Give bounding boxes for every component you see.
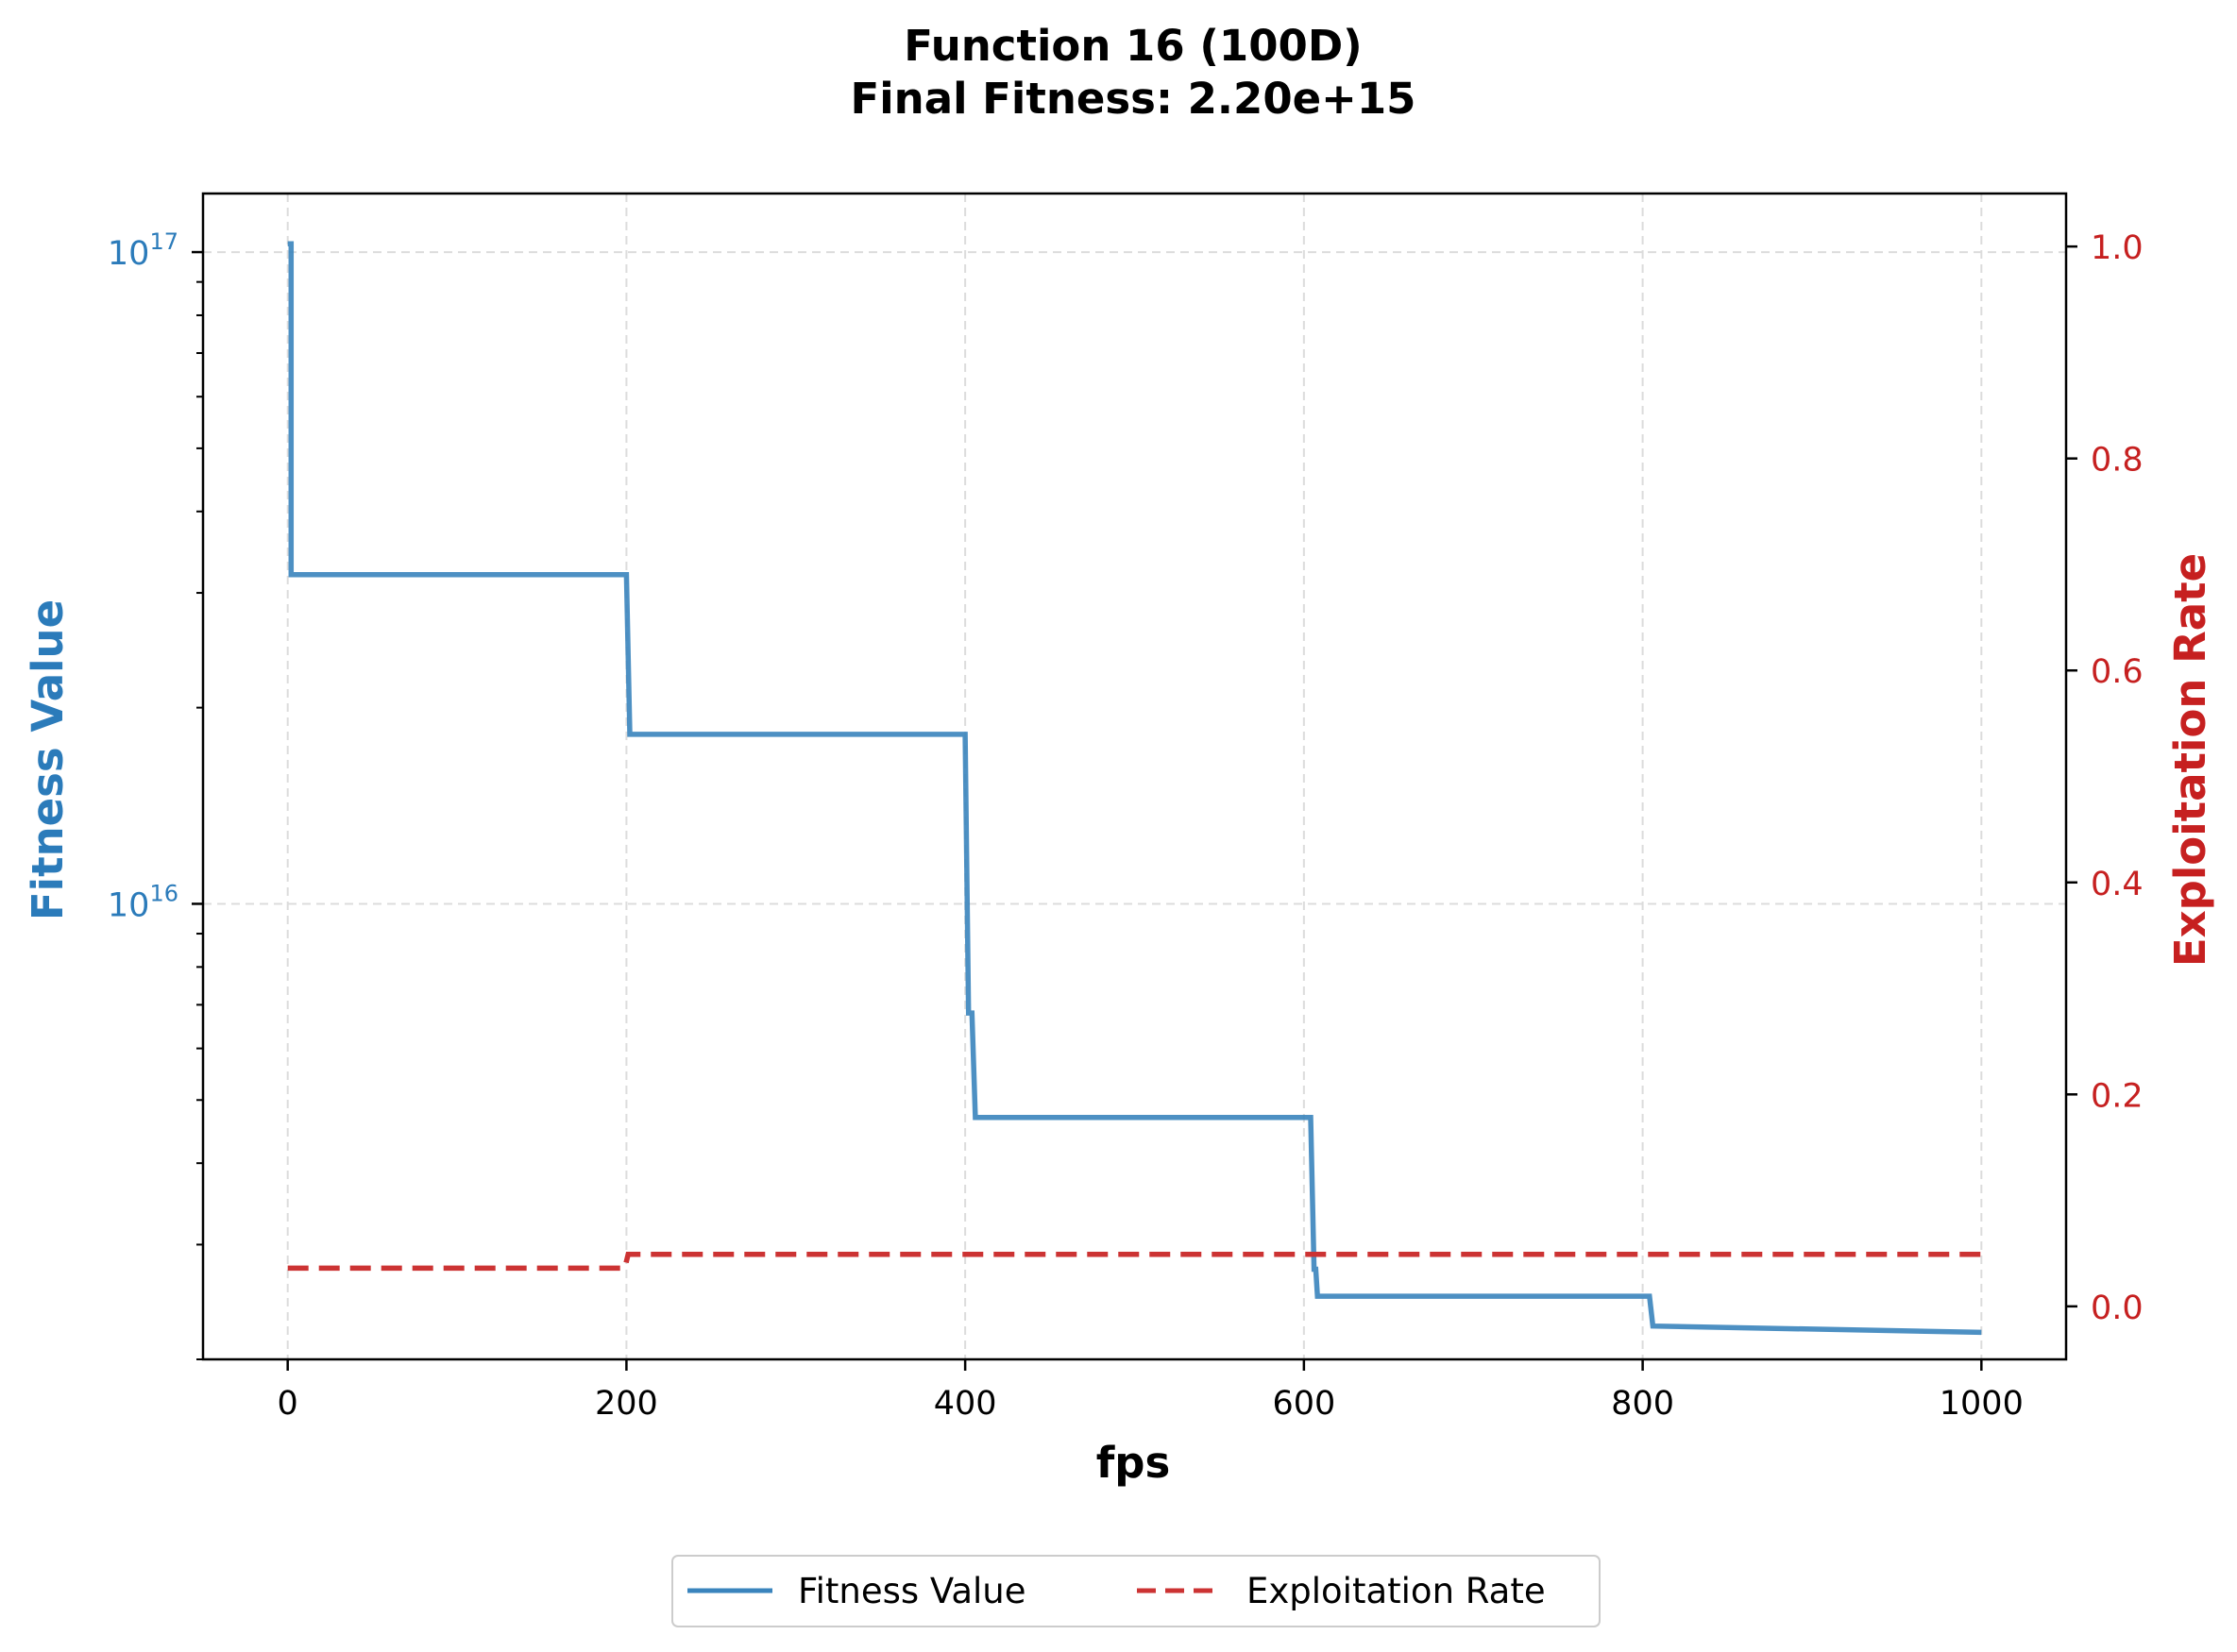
x-tick-label: 600: [1272, 1385, 1335, 1423]
left-y-tick-label: 1017: [108, 228, 178, 273]
right-y-tick-label: 0.6: [2091, 653, 2144, 691]
right-y-tick-label: 0.8: [2091, 442, 2144, 480]
grid-lines: [203, 194, 2066, 1359]
x-tick-label: 400: [934, 1385, 997, 1423]
legend: Fitness Value Exploitation Rate: [671, 1555, 1601, 1627]
exploitation-rate-line: [287, 1252, 1982, 1272]
legend-label-fitness: Fitness Value: [798, 1571, 1026, 1611]
legend-label-exploitation: Exploitation Rate: [1246, 1571, 1546, 1611]
legend-box: [671, 1555, 1601, 1627]
left-y-tick-label: 1016: [108, 880, 178, 924]
right-y-tick-label: 0.4: [2091, 866, 2144, 903]
x-axis-label: fps: [1096, 1438, 1171, 1488]
right-y-axis-label: Exploitation Rate: [2165, 553, 2215, 967]
x-tick-label: 800: [1611, 1385, 1674, 1423]
series-layer: [287, 241, 1982, 1336]
x-tick-label: 200: [595, 1385, 658, 1423]
chart-title: Function 16 (100D): [904, 21, 1363, 71]
plot-frame: [201, 192, 2068, 1361]
right-y-tick-label: 0.2: [2091, 1077, 2144, 1115]
right-y-tick-label: 1.0: [2091, 229, 2144, 267]
fitness-value-line: [287, 241, 1982, 1336]
x-tick-label: 1000: [1940, 1385, 2024, 1423]
axes-layer: 0 200 400 600 800 1000 1016 1017 0.0 0.2 0.4 0.6 0.8…: [108, 228, 2144, 1423]
chart-subtitle: Final Fitness: 2.20e+15: [851, 74, 1416, 124]
x-tick-label: 0: [278, 1385, 298, 1423]
left-y-axis-label: Fitness Value: [23, 599, 73, 920]
right-y-tick-label: 0.0: [2091, 1290, 2144, 1327]
